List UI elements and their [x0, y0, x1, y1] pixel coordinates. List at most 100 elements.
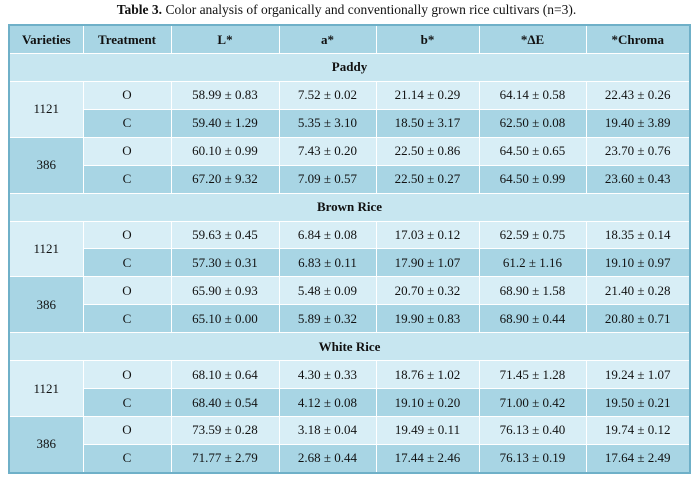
section-row: Paddy: [8, 53, 691, 82]
chroma-cell: 20.80 ± 0.71: [585, 304, 691, 334]
table-caption: Table 3. Color analysis of organically a…: [0, 1, 693, 19]
b-star-cell: 18.50 ± 3.17: [375, 108, 480, 138]
b-star-cell: 21.14 ± 0.29: [375, 80, 480, 110]
l-star-cell: 68.10 ± 0.64: [170, 360, 280, 390]
treatment-cell: C: [82, 164, 172, 194]
l-star-cell: 65.10 ± 0.00: [170, 304, 280, 334]
table-row: C 59.40 ± 1.29 5.35 ± 3.10 18.50 ± 3.17 62.5…: [9, 108, 691, 138]
header-delta-e: *ΔE: [478, 24, 587, 54]
l-star-cell: 73.59 ± 0.28: [170, 415, 280, 445]
b-star-cell: 19.10 ± 0.20: [375, 388, 480, 417]
delta-e-cell: 61.2 ± 1.16: [478, 248, 587, 278]
treatment-cell: O: [82, 80, 172, 110]
l-star-cell: 71.77 ± 2.79: [170, 443, 280, 474]
section-row: White Rice: [8, 332, 691, 362]
l-star-cell: 65.90 ± 0.93: [170, 276, 280, 306]
chroma-cell: 22.43 ± 0.26: [585, 80, 691, 110]
a-star-cell: 4.30 ± 0.33: [278, 360, 377, 390]
a-star-cell: 5.89 ± 0.32: [278, 304, 377, 334]
b-star-cell: 19.90 ± 0.83: [375, 304, 480, 334]
a-star-cell: 7.09 ± 0.57: [278, 164, 377, 194]
color-analysis-table: Varieties Treatment L* a* b* *ΔE *Chroma…: [8, 24, 691, 474]
a-star-cell: 6.84 ± 0.08: [278, 220, 377, 250]
a-star-cell: 5.35 ± 3.10: [278, 108, 377, 138]
b-star-cell: 17.44 ± 2.46: [375, 443, 480, 474]
treatment-cell: C: [82, 108, 172, 138]
delta-e-cell: 64.50 ± 0.65: [478, 136, 587, 166]
section-title: Brown Rice: [8, 192, 691, 222]
l-star-cell: 59.63 ± 0.45: [170, 220, 280, 250]
b-star-cell: 22.50 ± 0.86: [375, 136, 480, 166]
chroma-cell: 23.60 ± 0.43: [585, 164, 691, 194]
a-star-cell: 7.52 ± 0.02: [278, 80, 377, 110]
delta-e-cell: 68.90 ± 0.44: [478, 304, 587, 334]
chroma-cell: 19.10 ± 0.97: [585, 248, 691, 278]
table-row: C 67.20 ± 9.32 7.09 ± 0.57 22.50 ± 0.27 64.5…: [9, 164, 691, 194]
header-l-star: L*: [170, 24, 280, 54]
l-star-cell: 57.30 ± 0.31: [170, 248, 280, 278]
treatment-cell: O: [82, 136, 172, 166]
table-row: 386 O 60.10 ± 0.99 7.43 ± 0.20 22.50 ± 0.86 6…: [8, 136, 691, 194]
l-star-cell: 60.10 ± 0.99: [170, 136, 280, 166]
l-star-cell: 67.20 ± 9.32: [170, 164, 280, 194]
a-star-cell: 3.18 ± 0.04: [278, 415, 377, 445]
treatment-cell: C: [82, 388, 172, 417]
header-varieties: Varieties: [8, 24, 84, 54]
l-star-cell: 58.99 ± 0.83: [170, 80, 280, 110]
b-star-cell: 19.49 ± 0.11: [375, 415, 480, 445]
chroma-cell: 19.24 ± 1.07: [585, 360, 691, 390]
table-row: 1121 O 59.63 ± 0.45 6.84 ± 0.08 17.03 ± 0.12…: [8, 220, 691, 278]
a-star-cell: 4.12 ± 0.08: [278, 388, 377, 417]
a-star-cell: 7.43 ± 0.20: [278, 136, 377, 166]
treatment-cell: O: [82, 360, 172, 390]
a-star-cell: 5.48 ± 0.09: [278, 276, 377, 306]
l-star-cell: 68.40 ± 0.54: [170, 388, 280, 417]
section-title: Paddy: [8, 53, 691, 82]
b-star-cell: 20.70 ± 0.32: [375, 276, 480, 306]
b-star-cell: 17.90 ± 1.07: [375, 248, 480, 278]
delta-e-cell: 68.90 ± 1.58: [478, 276, 587, 306]
b-star-cell: 18.76 ± 1.02: [375, 360, 480, 390]
table-body: Paddy 1121 O 58.99 ± 0.83 7.52 ± 0.02 21.14 ±…: [8, 53, 691, 474]
chroma-cell: 19.74 ± 0.12: [585, 415, 691, 445]
table-row: 1121 O 68.10 ± 0.64 4.30 ± 0.33 18.76 ± 1.02…: [8, 360, 691, 417]
table-row: 386 O 73.59 ± 0.28 3.18 ± 0.04 19.49 ± 0.11 7…: [8, 415, 691, 474]
variety-cell: 386: [8, 415, 84, 474]
delta-e-cell: 62.59 ± 0.75: [478, 220, 587, 250]
table-row: 1121 O 58.99 ± 0.83 7.52 ± 0.02 21.14 ± 0.29…: [8, 80, 691, 138]
treatment-cell: O: [82, 415, 172, 445]
table-label: Table 3.: [116, 2, 163, 17]
delta-e-cell: 71.45 ± 1.28: [478, 360, 587, 390]
a-star-cell: 6.83 ± 0.11: [278, 248, 377, 278]
delta-e-cell: 62.50 ± 0.08: [478, 108, 587, 138]
chroma-cell: 19.50 ± 0.21: [585, 388, 691, 417]
treatment-cell: C: [82, 304, 172, 334]
table-row: C 65.10 ± 0.00 5.89 ± 0.32 19.90 ± 0.83 68.9…: [9, 304, 691, 334]
treatment-cell: C: [82, 443, 172, 474]
treatment-cell: O: [82, 276, 172, 306]
delta-e-cell: 76.13 ± 0.40: [478, 415, 587, 445]
table-row: 386 O 65.90 ± 0.93 5.48 ± 0.09 20.70 ± 0.32 6…: [8, 276, 691, 334]
header-b-star: b*: [375, 24, 480, 54]
header-row: Varieties Treatment L* a* b* *ΔE *Chroma: [8, 24, 691, 54]
delta-e-cell: 64.14 ± 0.58: [478, 80, 587, 110]
treatment-cell: C: [82, 248, 172, 278]
table-caption-text: Color analysis of organically and conven…: [162, 2, 577, 17]
chroma-cell: 19.40 ± 3.89: [585, 108, 691, 138]
header-chroma: *Chroma: [585, 24, 691, 54]
a-star-cell: 2.68 ± 0.44: [278, 443, 377, 474]
delta-e-cell: 76.13 ± 0.19: [478, 443, 587, 474]
table-row: C 68.40 ± 0.54 4.12 ± 0.08 19.10 ± 0.20 71.0…: [9, 388, 691, 417]
table-row: C 71.77 ± 2.79 2.68 ± 0.44 17.44 ± 2.46 76.1…: [9, 443, 691, 474]
header-treatment: Treatment: [82, 24, 172, 54]
chroma-cell: 18.35 ± 0.14: [585, 220, 691, 250]
chroma-cell: 21.40 ± 0.28: [585, 276, 691, 306]
chroma-cell: 23.70 ± 0.76: [585, 136, 691, 166]
table-row: C 57.30 ± 0.31 6.83 ± 0.11 17.90 ± 1.07 61.2…: [9, 248, 691, 278]
b-star-cell: 22.50 ± 0.27: [375, 164, 480, 194]
chroma-cell: 17.64 ± 2.49: [585, 443, 691, 474]
delta-e-cell: 71.00 ± 0.42: [478, 388, 587, 417]
variety-cell: 1121: [8, 80, 84, 138]
treatment-cell: O: [82, 220, 172, 250]
delta-e-cell: 64.50 ± 0.99: [478, 164, 587, 194]
